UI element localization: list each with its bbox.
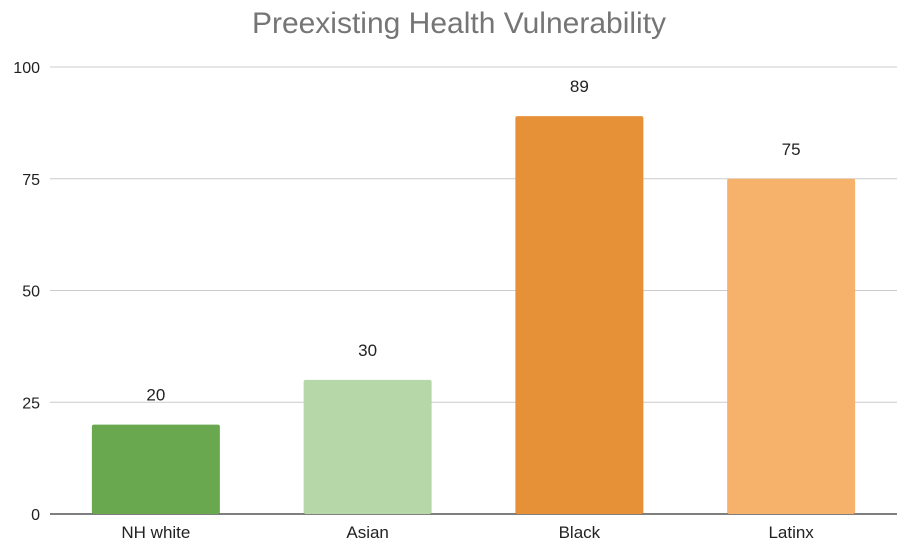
- x-tick-label: NH white: [121, 523, 190, 542]
- y-tick-label: 0: [31, 507, 40, 524]
- y-tick-label: 25: [22, 395, 40, 412]
- y-tick-label: 50: [22, 284, 40, 301]
- y-tick-label: 100: [13, 60, 40, 77]
- bar-black: [515, 116, 644, 515]
- x-tick-label: Asian: [346, 523, 389, 542]
- data-labels: 20 30 89 75: [146, 77, 800, 404]
- x-tick-label: Black: [559, 523, 601, 542]
- y-tick-label: 75: [22, 172, 40, 189]
- bars: [91, 116, 856, 515]
- bar-asian: [303, 379, 432, 514]
- bar-nh-white: [91, 424, 220, 514]
- x-tick-label: Latinx: [768, 523, 814, 542]
- data-label: 89: [570, 77, 589, 96]
- data-label: 30: [358, 341, 377, 360]
- x-axis-ticks: NH white Asian Black Latinx: [121, 523, 814, 542]
- bar-latinx: [727, 178, 856, 514]
- chart-title: Preexisting Health Vulnerability: [252, 7, 666, 40]
- y-axis-ticks: 0 25 50 75 100: [13, 60, 40, 524]
- data-label: 75: [782, 140, 801, 159]
- data-label: 20: [146, 386, 165, 405]
